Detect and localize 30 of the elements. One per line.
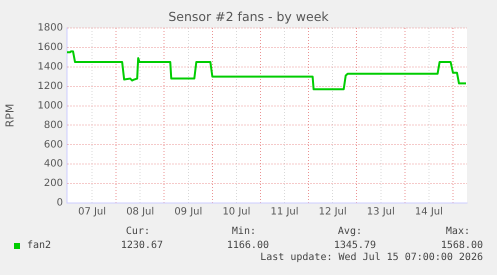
y-tick-label: 600 xyxy=(44,139,63,150)
chart-title: Sensor #2 fans - by week xyxy=(167,9,330,24)
y-tick-label: 1800 xyxy=(38,22,63,34)
x-tick-label: 10 Jul xyxy=(222,206,250,218)
x-tick-label: 09 Jul xyxy=(174,206,202,218)
text: Max: xyxy=(444,226,470,237)
y-tick-label: 800 xyxy=(44,120,63,131)
x-tick-label: 11 Jul xyxy=(270,206,299,218)
text: Last update: Wed Jul 15 07:00:00 2026 xyxy=(260,252,483,263)
text: 1166.00 xyxy=(226,240,269,251)
x-tick-label: 08 Jul xyxy=(126,206,154,218)
y-tick-label: 1200 xyxy=(38,80,63,92)
y-tick-label: 1400 xyxy=(38,61,63,72)
x-tick-label: 12 Jul xyxy=(318,206,347,218)
y-tick-label: 0 xyxy=(56,198,63,209)
y-tick-label: 200 xyxy=(44,178,63,190)
x-tick-label: 07 Jul xyxy=(78,206,106,218)
y-tick-label: 400 xyxy=(44,158,63,170)
y-tick-label: 1000 xyxy=(38,100,63,112)
text: Avg: xyxy=(336,226,362,237)
text: Min: xyxy=(230,226,256,237)
y-tick-label: 1600 xyxy=(38,42,63,54)
text: 1568.00 xyxy=(440,240,483,251)
text: Cur: xyxy=(124,226,150,237)
y-axis-title: RPM xyxy=(3,104,16,128)
legend-label: fan2 xyxy=(27,240,52,251)
x-tick-label: 13 Jul xyxy=(366,206,395,218)
text: 1345.79 xyxy=(332,240,376,251)
x-tick-label: 14 Jul xyxy=(414,206,443,218)
text: 1230.67 xyxy=(120,240,163,251)
